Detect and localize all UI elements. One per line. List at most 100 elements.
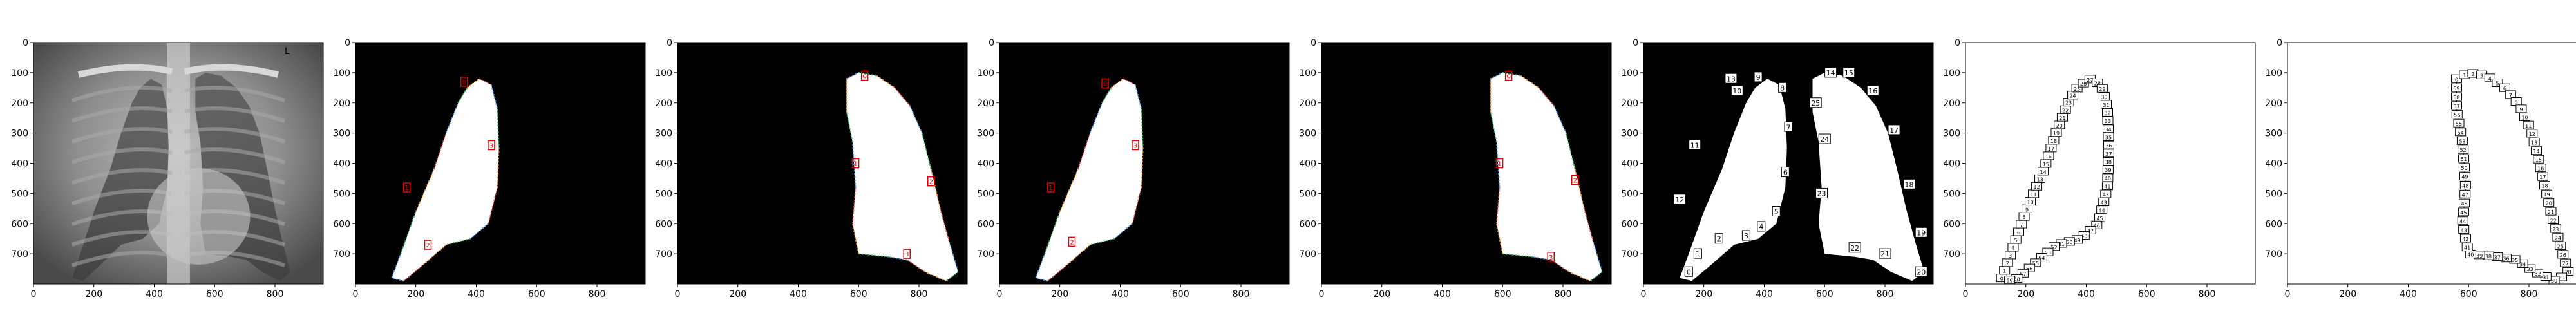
- y-tick-label: 600: [1943, 219, 1960, 229]
- outline-mark-box: [2102, 116, 2114, 125]
- outline-mark-label: 59: [2006, 278, 2012, 284]
- y-tick-label: 700: [11, 249, 28, 260]
- outline-mark-label: 54: [2458, 130, 2464, 136]
- y-tick-label: 0: [345, 38, 350, 48]
- red-mark-label: 2: [929, 179, 933, 186]
- outline-mark-label: 23: [2065, 100, 2072, 106]
- mask-edge: [1550, 259, 1569, 273]
- outline-mark-label: 36: [2503, 256, 2509, 262]
- outline-mark-box: [2102, 173, 2114, 182]
- x-tick-label: 400: [2400, 289, 2417, 299]
- x-tick-label: 400: [2078, 289, 2095, 299]
- numbered-mark-box: [1818, 133, 1831, 144]
- x-tick-label: 800: [1233, 289, 1250, 299]
- outline-mark-label: 12: [2529, 131, 2535, 137]
- x-tick-label: 0: [1963, 289, 1969, 299]
- y-tick-label: 300: [1621, 129, 1638, 139]
- red-mark: [424, 240, 432, 250]
- mask-edge: [446, 238, 471, 246]
- numbered-mark-label: 13: [1727, 75, 1736, 83]
- red-mark-label: 0: [1506, 73, 1510, 80]
- outline-mark-label: 43: [2461, 227, 2467, 233]
- x-tick-label: 600: [206, 289, 223, 299]
- outline-mark-label: 21: [2548, 209, 2554, 215]
- y-tick-label: 200: [2265, 99, 2282, 109]
- outline-mark-box: [2523, 120, 2534, 129]
- y-tick-label: 700: [333, 249, 350, 260]
- y-tick-label: 200: [1943, 99, 1960, 109]
- mask-edge: [400, 211, 417, 254]
- mask-edge: [1113, 223, 1133, 240]
- outline-mark-label: 17: [2539, 175, 2546, 180]
- mask-edge: [1538, 87, 1555, 107]
- red-mark-label: 1: [405, 185, 409, 192]
- numbered-mark-label: 1: [1696, 250, 1700, 258]
- numbered-mark-label: 4: [1759, 223, 1763, 231]
- y-tick-label: 600: [1299, 219, 1316, 229]
- y-tick-label: 400: [977, 159, 994, 169]
- red-mark-label: 2: [1573, 177, 1577, 184]
- numbered-mark-label: 5: [1774, 208, 1779, 216]
- mask-edge: [948, 242, 959, 272]
- y-tick-label: 500: [655, 189, 672, 199]
- outline-mark-label: 17: [2048, 146, 2054, 152]
- x-tick-label: 600: [1816, 289, 1833, 299]
- y-tick-label: 100: [2265, 68, 2282, 79]
- y-tick-label: 300: [977, 129, 994, 139]
- mask-edge: [1036, 277, 1048, 282]
- numbered-mark-label: 12: [1675, 196, 1684, 204]
- outline-mark-box: [2519, 113, 2531, 122]
- outline-mark-label: 49: [2461, 175, 2468, 180]
- y-tick-label: 500: [333, 189, 350, 199]
- outline-mark-label: 9: [2025, 207, 2029, 213]
- x-tick-label: 600: [850, 289, 867, 299]
- outline-mark-label: 32: [2534, 271, 2541, 277]
- y-tick-label: 100: [977, 68, 994, 79]
- mask-edge: [1520, 75, 1540, 89]
- outline-mark-box: [2102, 124, 2114, 133]
- outline-mark-label: 51: [2460, 156, 2467, 162]
- mask-edge: [391, 253, 402, 278]
- outline-mark-label: 56: [2454, 113, 2460, 118]
- red-mark: [851, 158, 860, 169]
- outline-mark-label: 8: [2022, 214, 2025, 220]
- mask-edge: [497, 148, 500, 188]
- rib: [71, 251, 173, 267]
- numbered-mark-label: 20: [1917, 268, 1926, 276]
- panel-8: 01 2 3456789101112131415161718192021222324…: [2265, 38, 2576, 299]
- outline-mark-label: 22: [2550, 218, 2557, 224]
- mask-edge: [1110, 78, 1124, 89]
- outline-mark-label: 54: [2038, 256, 2045, 261]
- numbered-mark-label: 14: [1826, 69, 1835, 77]
- outline-mark-box: [2103, 140, 2114, 149]
- outline-mark-label: 24: [2069, 93, 2076, 99]
- x-tick-label: 0: [1319, 289, 1325, 299]
- y-tick-label: 300: [655, 129, 672, 139]
- outline-mark-box: [2103, 132, 2114, 141]
- x-tick-label: 600: [2138, 289, 2155, 299]
- numbered-mark-label: 10: [1732, 87, 1741, 95]
- outline-mark-label: 56: [2026, 266, 2032, 272]
- outline-mark-label: 10: [2521, 115, 2528, 121]
- y-tick-label: 600: [1621, 219, 1638, 229]
- y-tick-label: 700: [2265, 249, 2282, 260]
- mask-edge: [478, 78, 492, 86]
- outline-mark-label: 37: [2494, 255, 2501, 261]
- lung-mask: [1490, 72, 1602, 281]
- numbered-mark-label: 0: [1687, 268, 1691, 276]
- mask-edge: [851, 142, 857, 188]
- outline-mark-label: 41: [2104, 184, 2110, 190]
- x-tick-label: 200: [407, 289, 424, 299]
- outline-mark-label: 38: [2105, 160, 2112, 166]
- outline-mark-label: 48: [2462, 183, 2468, 189]
- numbered-mark-box: [1725, 73, 1738, 84]
- clavicle: [184, 64, 279, 78]
- numbered-mark-box: [1866, 85, 1879, 96]
- red-mark: [1068, 236, 1076, 247]
- outline-mark-label: 5: [2014, 238, 2018, 243]
- outline-mark-box: [2533, 155, 2544, 164]
- outline-mark-label: 21: [2059, 115, 2065, 121]
- mask-edge: [894, 87, 911, 107]
- red-mark-label: 3: [1549, 254, 1553, 261]
- mask-edge: [415, 169, 435, 212]
